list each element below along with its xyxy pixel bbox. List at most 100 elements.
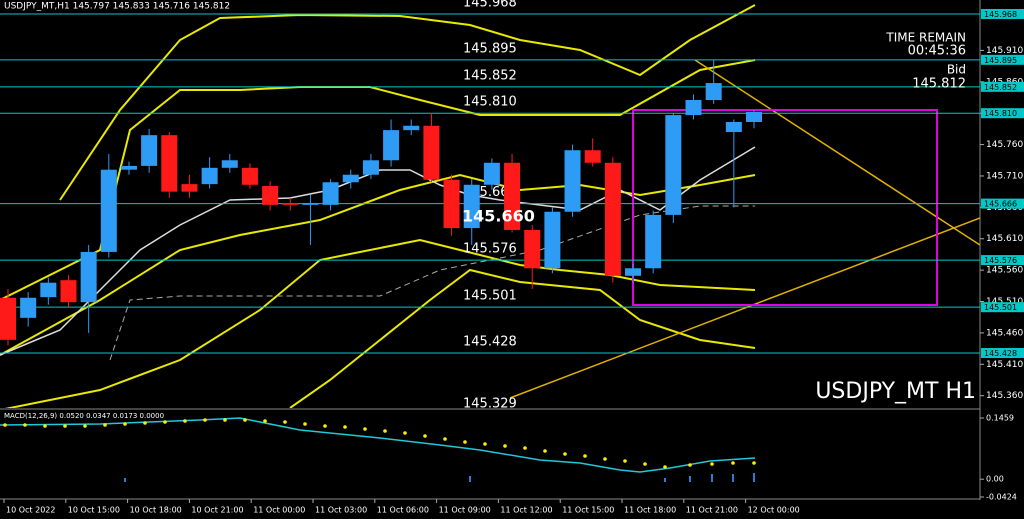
signal-dot <box>43 424 47 428</box>
signal-dot <box>710 462 714 466</box>
level-box <box>981 255 1024 266</box>
bid-label: Bid <box>947 63 966 77</box>
macd-bar <box>753 473 755 482</box>
price-axis: 145.910145.860145.810145.760145.710145.6… <box>980 8 1024 401</box>
candle-body <box>342 174 359 183</box>
y-tick-label: 145.610 <box>986 234 1023 244</box>
signal-dot <box>363 427 367 431</box>
y-tick-label: 145.460 <box>986 328 1023 338</box>
signal-dot <box>303 422 307 426</box>
candle-body <box>746 111 762 122</box>
signal-dot <box>183 419 187 423</box>
candle-body <box>80 251 97 303</box>
candle-body <box>423 125 440 180</box>
signal-dot <box>688 463 692 467</box>
signal-dot <box>63 424 67 428</box>
signal-dot <box>83 424 87 428</box>
candle-body <box>584 150 601 163</box>
y-tick-label: 145.710 <box>986 171 1023 181</box>
candle-body <box>705 83 722 101</box>
candle-body <box>383 130 400 161</box>
y-tick-label: 0.00 <box>986 475 1004 484</box>
candle-body <box>322 182 339 205</box>
level-box-label: 145.852 <box>984 83 1017 92</box>
signal-dot <box>123 422 127 426</box>
candle-body <box>201 167 218 185</box>
time-label: 11 Oct 12:00 <box>500 506 552 515</box>
level-box-label: 145.666 <box>984 200 1017 209</box>
time-label: 10 Oct 18:00 <box>130 506 182 515</box>
candle-body <box>463 184 480 229</box>
y-tick-label: 145.360 <box>986 391 1023 401</box>
signal-dot <box>483 442 487 446</box>
time-label: 10 Oct 15:00 <box>68 506 120 515</box>
level-box-label: 145.576 <box>984 256 1017 265</box>
level-label: 145.428 <box>463 335 517 350</box>
timer-value: 00:45:36 <box>908 44 966 59</box>
trend-line <box>694 59 980 246</box>
macd-bar <box>469 476 471 482</box>
candle-body <box>504 162 521 230</box>
candle-body <box>262 186 279 205</box>
candle-body <box>625 268 642 276</box>
signal-dot <box>603 457 607 461</box>
candle-body <box>443 179 460 229</box>
macd-bar <box>689 476 691 482</box>
candle-body <box>282 202 299 205</box>
candle-body <box>100 169 117 252</box>
signal-dot <box>563 452 567 456</box>
candle-body <box>544 211 561 269</box>
signal-dot <box>3 423 7 427</box>
candle-body <box>20 297 37 318</box>
signal-dot <box>643 462 647 466</box>
candle-body <box>645 214 662 269</box>
level-label: 145.576 <box>463 242 517 257</box>
watermark: USDJPY_MT H1 <box>815 379 976 404</box>
level-box-label: 145.501 <box>984 303 1017 312</box>
signal-dot <box>423 434 427 438</box>
signal-dot <box>143 421 147 425</box>
signal-dot <box>323 424 327 428</box>
time-label: 11 Oct 15:00 <box>562 506 614 515</box>
y-tick-label: 145.760 <box>986 140 1023 150</box>
y-tick-label: 145.910 <box>986 46 1023 56</box>
level-box <box>981 8 1024 19</box>
candle-body <box>665 115 682 215</box>
macd-bar <box>124 478 126 482</box>
candles-layer <box>0 59 762 346</box>
levels-layer: 145.968145.895145.852145.810145.666145.5… <box>0 0 980 408</box>
candle-body <box>483 162 500 185</box>
band-line <box>59 4 756 201</box>
level-box-label: 145.810 <box>984 109 1017 118</box>
candle-body <box>564 150 581 212</box>
level-box <box>981 348 1024 359</box>
signal-dot <box>263 419 267 423</box>
y-tick-label: 145.410 <box>986 360 1023 370</box>
signal-dot <box>523 446 527 450</box>
candle-body <box>403 125 420 131</box>
signal-dot <box>543 449 547 453</box>
y-tick-label: 0.1459 <box>986 414 1014 423</box>
candle-body <box>141 135 158 166</box>
level-box <box>981 54 1024 65</box>
y-tick-label: 145.560 <box>986 266 1023 276</box>
macd-bar <box>732 474 734 482</box>
time-label: 11 Oct 03:00 <box>315 506 367 515</box>
signal-dot <box>203 418 207 422</box>
y-tick-label: -0.0424 <box>986 493 1017 502</box>
signal-dot <box>403 431 407 435</box>
level-label: 145.968 <box>463 0 517 10</box>
level-box-label: 145.428 <box>984 349 1017 358</box>
signal-dot <box>752 461 756 465</box>
signal-dot <box>343 425 347 429</box>
signal-dot <box>623 459 627 463</box>
level-label: 145.501 <box>463 289 517 304</box>
symbol-info: USDJPY_MT,H1 145.797 145.833 145.716 145… <box>4 2 230 12</box>
bid-value: 145.812 <box>912 77 966 92</box>
current-price: 145.660 <box>462 207 535 226</box>
signal-dot <box>163 420 167 424</box>
signal-dot <box>583 454 587 458</box>
macd-line <box>0 417 756 473</box>
candle-body <box>161 135 178 192</box>
